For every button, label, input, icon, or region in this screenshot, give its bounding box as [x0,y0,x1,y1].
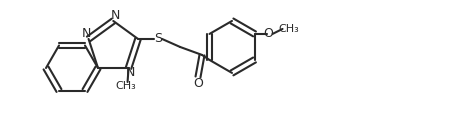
Text: N: N [111,9,120,23]
Text: CH₃: CH₃ [115,81,136,91]
Text: S: S [154,32,162,45]
Text: N: N [82,27,91,40]
Text: CH₃: CH₃ [278,24,299,34]
Text: O: O [193,77,203,90]
Text: N: N [126,66,135,80]
Text: O: O [263,27,274,40]
